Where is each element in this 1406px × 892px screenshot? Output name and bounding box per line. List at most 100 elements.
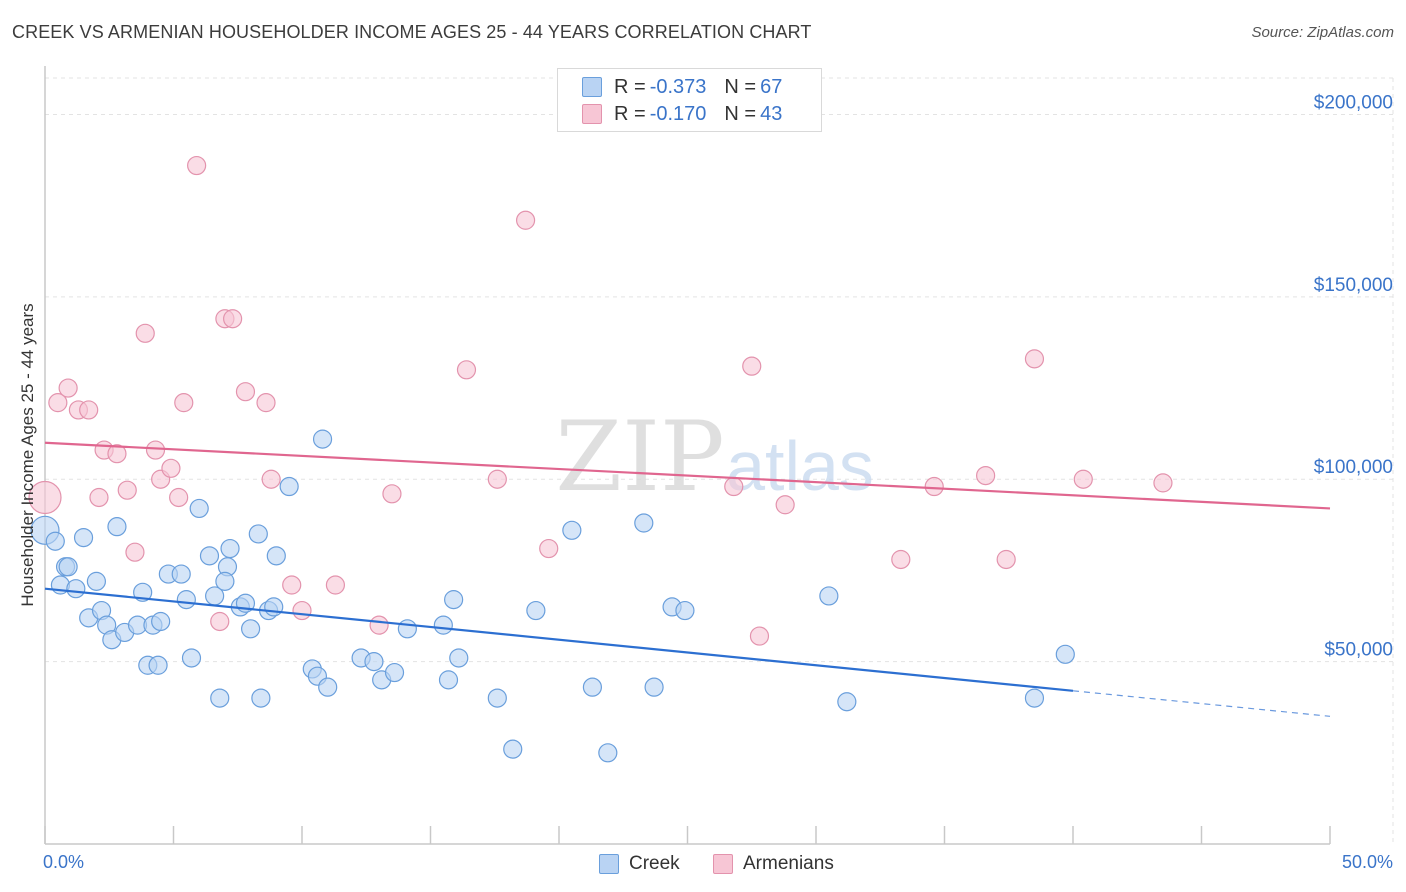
- creek-point: [181, 648, 202, 668]
- y-tick-label: $50,000: [1324, 640, 1393, 661]
- creek-point: [45, 531, 65, 551]
- creek-point: [433, 615, 453, 635]
- x-tick-label-min: 0.0%: [43, 852, 85, 872]
- creek-point: [251, 688, 271, 708]
- armenians-swatch: [582, 104, 602, 124]
- armenians-point: [58, 378, 78, 398]
- watermark-zip: ZIP: [555, 401, 724, 513]
- watermark: ZIP atlas: [555, 401, 874, 513]
- armenians-point: [292, 600, 312, 621]
- creek-point: [210, 688, 230, 708]
- chart-title: CREEK VS ARMENIAN HOUSEHOLDER INCOME AGE…: [12, 22, 812, 42]
- armenians-point: [187, 155, 207, 176]
- armenians-point: [976, 465, 996, 486]
- armenians-series: [28, 155, 1173, 646]
- armenians-point: [117, 480, 137, 500]
- armenians-point: [125, 542, 145, 562]
- creek-point: [1024, 688, 1045, 708]
- y-tick-labels: $50,000 $100,000 $150,000 $200,000: [1314, 92, 1393, 660]
- legend-n-label: N =: [724, 102, 757, 125]
- creek-point: [526, 600, 546, 621]
- creek-point: [171, 564, 191, 584]
- bottom-legend-armenians: Armenians: [713, 852, 834, 876]
- armenians-point: [369, 615, 389, 635]
- armenians-point: [539, 538, 559, 559]
- armenians-point: [256, 393, 276, 413]
- creek-point: [133, 582, 153, 602]
- armenians-point: [515, 210, 536, 230]
- creek-point: [58, 557, 78, 577]
- creek-point: [364, 652, 384, 672]
- armenians-point: [1073, 469, 1093, 489]
- armenians-point: [107, 444, 127, 464]
- creek-point: [248, 524, 268, 544]
- armenians-point: [28, 480, 62, 515]
- armenians-point: [891, 549, 911, 570]
- creek-point: [819, 586, 839, 606]
- creek-point: [582, 677, 603, 697]
- creek-point: [312, 429, 333, 449]
- armenians-point: [89, 487, 109, 508]
- armenians-point: [210, 611, 230, 632]
- creek-point: [449, 648, 469, 668]
- armenians-point: [174, 393, 194, 413]
- creek-point: [66, 579, 86, 599]
- creek-point: [107, 517, 127, 537]
- creek-swatch: [599, 854, 619, 874]
- creek-point: [318, 677, 338, 697]
- correlation-legend: R = -0.373 N = 67 R = -0.170 N = 43: [557, 68, 822, 132]
- armenians-point: [135, 323, 155, 343]
- y-tick-label: $100,000: [1314, 457, 1393, 478]
- legend-r-value: -0.373: [649, 75, 707, 98]
- armenians-point: [79, 400, 99, 420]
- creek-point: [266, 546, 286, 566]
- armenians-swatch: [713, 854, 733, 874]
- armenians-point: [223, 309, 243, 329]
- watermark-atlas: atlas: [726, 427, 874, 505]
- creek-swatch: [582, 77, 602, 97]
- creek-point: [264, 597, 284, 617]
- creek-point: [151, 611, 171, 632]
- creek-point: [199, 546, 220, 566]
- creek-point: [438, 670, 459, 690]
- x-tick-label-max: 50.0%: [1341, 852, 1393, 872]
- creek-point: [86, 571, 107, 591]
- creek-series: [30, 429, 1075, 763]
- armenians-trend-line: [44, 441, 1331, 510]
- creek-point: [644, 677, 664, 697]
- legend-row-armenians: R = -0.170 N = 43: [582, 102, 782, 126]
- legend-r-label: R =: [614, 75, 646, 98]
- armenians-point: [749, 626, 770, 646]
- creek-point: [73, 527, 94, 548]
- legend-r-value: -0.170: [649, 102, 707, 125]
- armenians-point: [382, 484, 402, 504]
- creek-point: [487, 688, 507, 708]
- creek-point: [279, 476, 299, 497]
- creek-legend-label: Creek: [629, 853, 680, 874]
- creek-point: [675, 600, 695, 621]
- creek-point: [562, 520, 582, 540]
- y-tick-label: $150,000: [1314, 275, 1393, 296]
- creek-point: [384, 662, 405, 683]
- creek-point: [397, 619, 417, 639]
- armenians-point: [161, 458, 181, 478]
- armenians-point: [487, 469, 507, 489]
- armenians-point: [145, 440, 166, 460]
- y-axis-label: Householder Income Ages 25 - 44 years: [18, 303, 37, 607]
- creek-trend-extension: [1072, 690, 1331, 717]
- creek-point: [503, 739, 523, 759]
- armenians-point: [724, 476, 744, 497]
- armenians-point: [456, 360, 477, 380]
- creek-trend-line: [44, 587, 1074, 692]
- armenians-point: [1153, 473, 1173, 493]
- armenians-point: [169, 487, 189, 508]
- legend-r-label: R =: [614, 102, 646, 125]
- y-tick-label: $200,000: [1314, 92, 1393, 113]
- legend-n-label: N =: [724, 75, 757, 98]
- armenians-point: [48, 393, 68, 413]
- legend-row-creek: R = -0.373 N = 67: [582, 75, 782, 99]
- armenians-point: [282, 575, 302, 595]
- creek-point: [189, 498, 209, 519]
- creek-point: [444, 590, 464, 610]
- bottom-legend-creek: Creek: [599, 852, 680, 876]
